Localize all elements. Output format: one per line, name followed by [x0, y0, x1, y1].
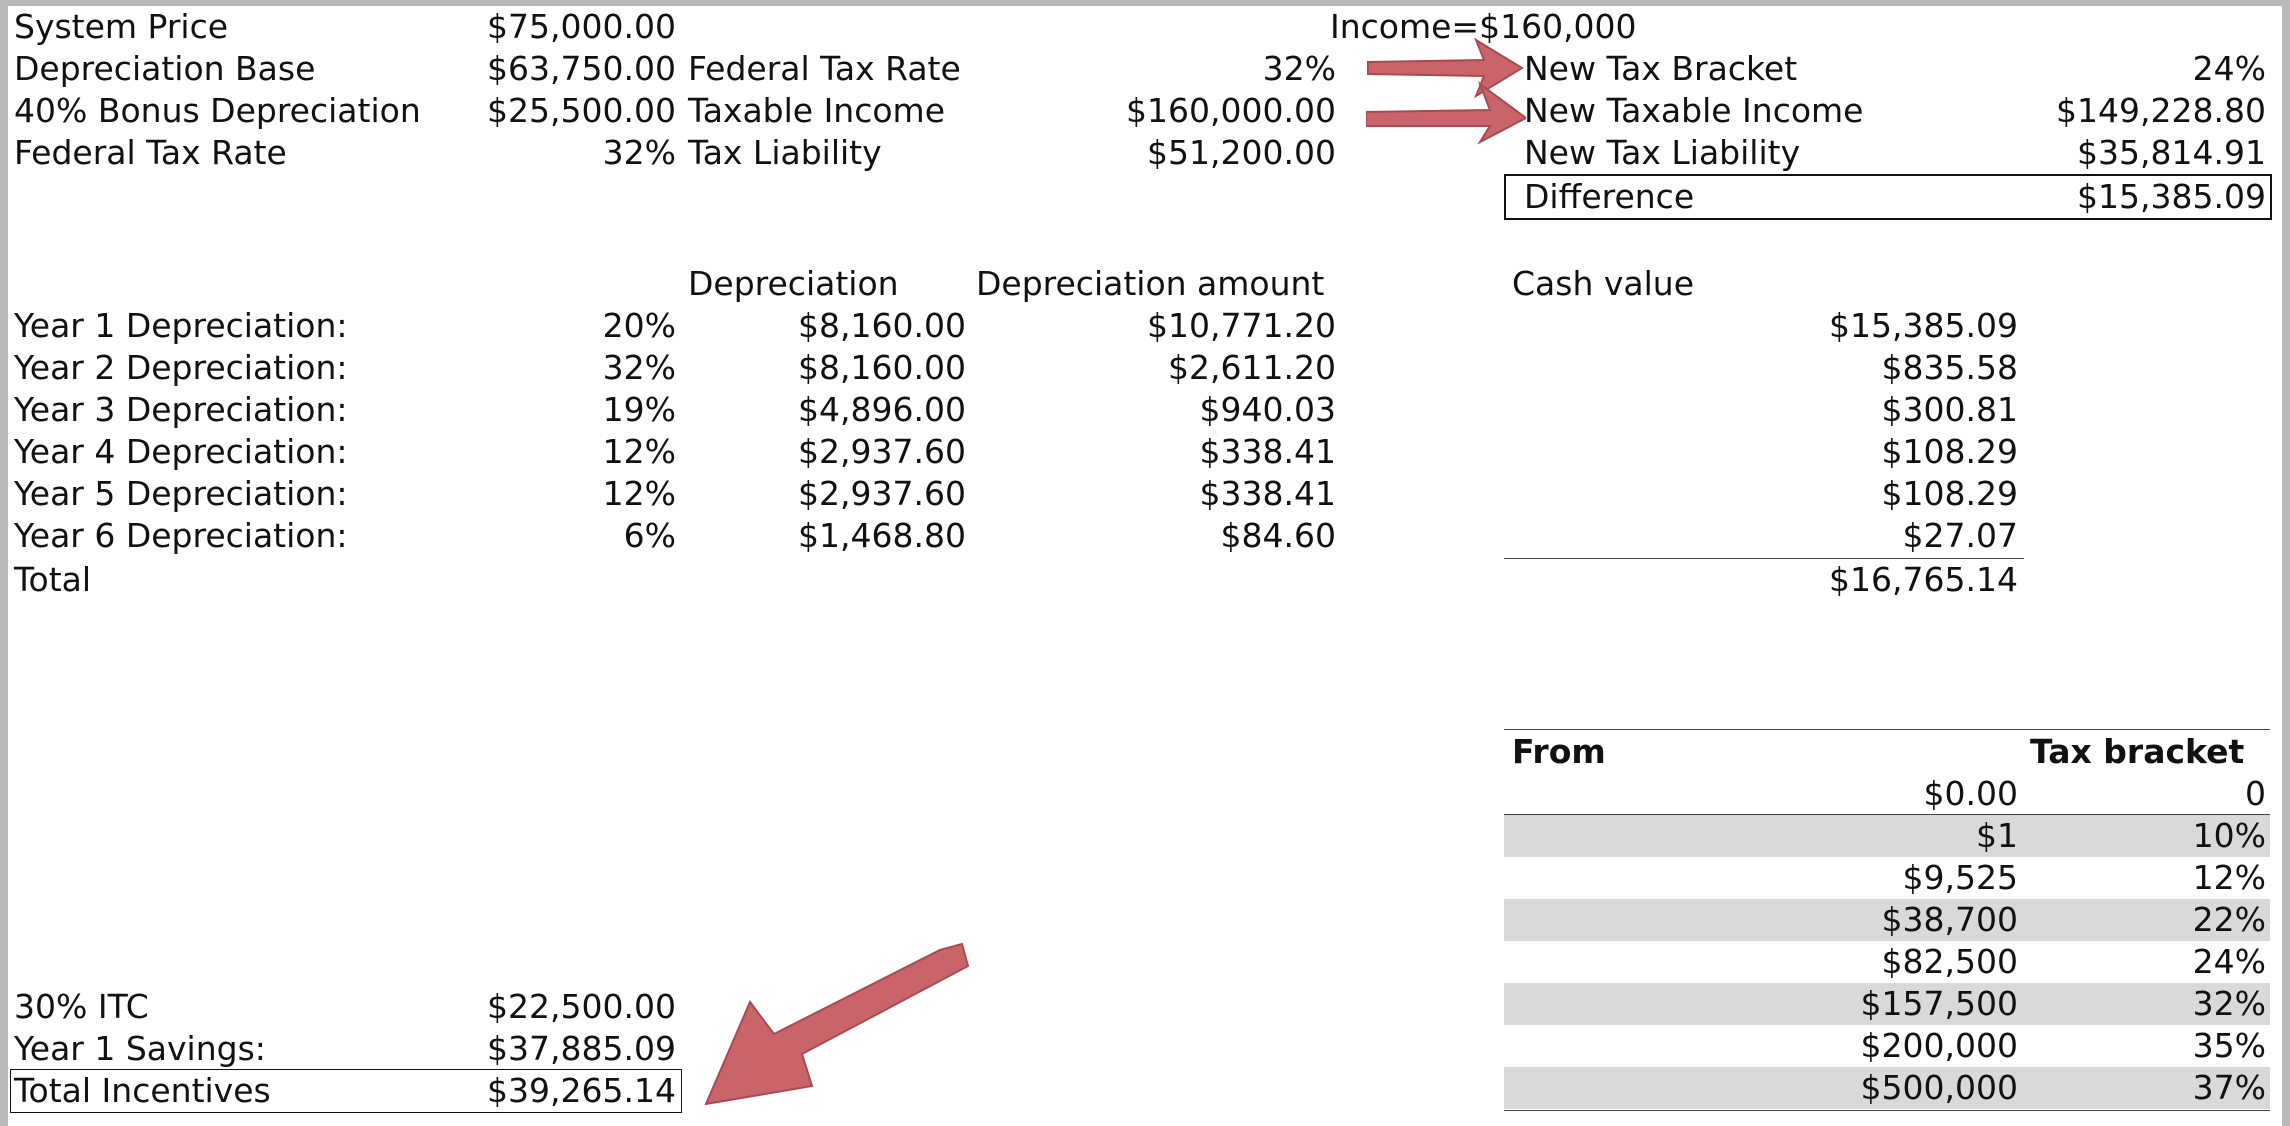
row-cash: $300.81 — [1881, 390, 2018, 429]
new-tax-label: New Tax Liability — [1524, 133, 1801, 172]
header-from: From — [1512, 732, 1606, 771]
bracket-from: $82,500 — [1881, 942, 2018, 981]
row-label: Year 6 Depreciation: — [14, 516, 348, 555]
bracket-from: $38,700 — [1881, 900, 2018, 939]
row-pct: 20% — [602, 306, 676, 345]
right-arrow-icon — [1366, 38, 1526, 145]
row-dep: $2,937.60 — [798, 432, 966, 471]
bracket-from: $200,000 — [1860, 1026, 2018, 1065]
new-tax-value: $35,814.91 — [2077, 133, 2266, 172]
summary-label: Federal Tax Rate — [14, 133, 287, 172]
row-band — [1504, 1067, 2270, 1109]
incentive-value: $39,265.14 — [487, 1071, 676, 1110]
row-band — [1504, 983, 2270, 1025]
new-tax-value: 24% — [2192, 49, 2266, 88]
row-cash: $27.07 — [1902, 516, 2018, 555]
bracket-rate: 10% — [2192, 816, 2266, 855]
row-band — [1504, 815, 2270, 857]
new-tax-value: $149,228.80 — [2056, 91, 2266, 130]
header-depreciation: Depreciation — [688, 264, 899, 303]
summary-label: Depreciation Base — [14, 49, 316, 88]
total-label: Total — [14, 560, 92, 599]
summary-value: $25,500.00 — [487, 91, 676, 130]
tax-label: Federal Tax Rate — [688, 49, 961, 88]
row-amount: $2,611.20 — [1168, 348, 1336, 387]
row-pct: 12% — [602, 474, 676, 513]
row-dep: $4,896.00 — [798, 390, 966, 429]
row-dep: $8,160.00 — [798, 348, 966, 387]
tax-value: $160,000.00 — [1126, 91, 1336, 130]
row-cash: $108.29 — [1881, 432, 2018, 471]
incentive-label: 30% ITC — [14, 987, 149, 1026]
bracket-rate: 0 — [2245, 774, 2266, 813]
summary-label: 40% Bonus Depreciation — [14, 91, 421, 130]
new-tax-label: New Taxable Income — [1524, 91, 1864, 130]
bracket-rate: 35% — [2192, 1026, 2266, 1065]
row-label: Year 2 Depreciation: — [14, 348, 348, 387]
tax-value: 32% — [1262, 49, 1336, 88]
bracket-rate: 24% — [2192, 942, 2266, 981]
row-label: Year 5 Depreciation: — [14, 474, 348, 513]
row-dep: $2,937.60 — [798, 474, 966, 513]
new-tax-label: New Tax Bracket — [1524, 49, 1798, 88]
bracket-rate: 12% — [2192, 858, 2266, 897]
total-divider — [1504, 558, 2024, 559]
row-cash: $835.58 — [1881, 348, 2018, 387]
row-dep: $8,160.00 — [798, 306, 966, 345]
bracket-rate: 22% — [2192, 900, 2266, 939]
income-header: Income=$160,000 — [1330, 7, 1637, 46]
summary-value: $75,000.00 — [487, 7, 676, 46]
total-cash: $16,765.14 — [1829, 560, 2018, 599]
row-label: Year 3 Depreciation: — [14, 390, 348, 429]
difference-value: $15,385.09 — [2077, 177, 2266, 216]
incentive-label: Total Incentives — [14, 1071, 271, 1110]
row-pct: 32% — [602, 348, 676, 387]
bracket-top-rule — [1504, 729, 2270, 730]
bracket-from: $0.00 — [1923, 774, 2018, 813]
incentive-label: Year 1 Savings: — [14, 1029, 266, 1068]
row-amount: $84.60 — [1220, 516, 1336, 555]
row-cash: $108.29 — [1881, 474, 2018, 513]
bracket-header-rule — [1504, 814, 2270, 815]
tax-label: Tax Liability — [688, 133, 882, 172]
row-cash: $15,385.09 — [1829, 306, 2018, 345]
summary-value: $63,750.00 — [487, 49, 676, 88]
total-incentives-box — [10, 1069, 682, 1113]
bracket-bottom-rule — [1504, 1110, 2270, 1111]
row-pct: 6% — [623, 516, 676, 555]
summary-label: System Price — [14, 7, 229, 46]
row-dep: $1,468.80 — [798, 516, 966, 555]
bracket-from: $1 — [1976, 816, 2018, 855]
header-cash-value: Cash value — [1512, 264, 1694, 303]
row-band — [1504, 899, 2270, 941]
row-label: Year 4 Depreciation: — [14, 432, 348, 471]
diagonal-arrow-icon — [704, 942, 970, 1106]
row-pct: 19% — [602, 390, 676, 429]
row-amount: $10,771.20 — [1147, 306, 1336, 345]
summary-value: 32% — [602, 133, 676, 172]
tax-value: $51,200.00 — [1147, 133, 1336, 172]
row-amount: $940.03 — [1199, 390, 1336, 429]
incentive-value: $22,500.00 — [487, 987, 676, 1026]
header-depreciation-amount: Depreciation amount — [976, 264, 1325, 303]
row-amount: $338.41 — [1199, 474, 1336, 513]
difference-label: Difference — [1524, 177, 1695, 216]
row-pct: 12% — [602, 432, 676, 471]
header-tax-bracket: Tax bracket — [2030, 732, 2245, 771]
bracket-from: $157,500 — [1860, 984, 2018, 1023]
row-amount: $338.41 — [1199, 432, 1336, 471]
difference-box — [1504, 174, 2272, 220]
bracket-rate: 32% — [2192, 984, 2266, 1023]
incentive-value: $37,885.09 — [487, 1029, 676, 1068]
row-label: Year 1 Depreciation: — [14, 306, 348, 345]
bracket-from: $500,000 — [1860, 1068, 2018, 1107]
bracket-from: $9,525 — [1902, 858, 2018, 897]
bracket-rate: 37% — [2192, 1068, 2266, 1107]
tax-label: Taxable Income — [688, 91, 946, 130]
